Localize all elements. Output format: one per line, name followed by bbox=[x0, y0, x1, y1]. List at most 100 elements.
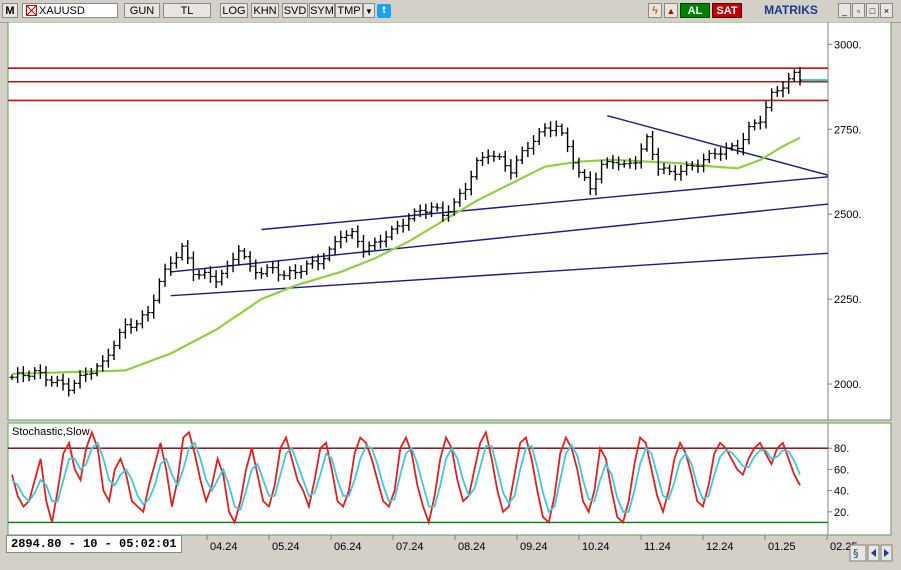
price-bar bbox=[548, 121, 554, 138]
maximize-icon[interactable]: □ bbox=[866, 3, 879, 18]
price-bar bbox=[412, 208, 418, 222]
price-bar bbox=[9, 374, 15, 380]
price-bar bbox=[735, 139, 741, 155]
price-bar bbox=[587, 171, 593, 195]
price-bar bbox=[655, 147, 661, 176]
symbol-picker[interactable]: XAUUSD bbox=[22, 3, 118, 18]
price-bar bbox=[304, 260, 310, 275]
price-bar bbox=[701, 153, 707, 173]
price-bar bbox=[287, 266, 293, 280]
price-bar bbox=[480, 151, 486, 166]
price-bar bbox=[292, 264, 298, 279]
svd-button[interactable]: SVD bbox=[282, 3, 308, 18]
price-bar bbox=[491, 150, 497, 162]
currency-button-tl[interactable]: TL bbox=[163, 3, 211, 18]
stochastic-k-line bbox=[11, 429, 801, 526]
price-bar bbox=[60, 373, 66, 391]
price-bar bbox=[650, 130, 656, 161]
sell-button[interactable]: SAT bbox=[712, 3, 742, 18]
price-bar bbox=[71, 380, 77, 394]
time-tick-label: 07.24 bbox=[396, 541, 424, 553]
period-button-gun[interactable]: GUN bbox=[124, 3, 160, 18]
twitter-icon[interactable]: t bbox=[377, 4, 391, 18]
price-panel bbox=[7, 22, 892, 421]
log-scale-button[interactable]: LOG bbox=[220, 3, 248, 18]
price-bar bbox=[542, 123, 548, 137]
toolbar: M XAUUSD GUN TL LOG KHN SVD SYM TMP ▼ t … bbox=[0, 0, 901, 23]
price-bar bbox=[202, 268, 208, 279]
price-bar bbox=[32, 367, 38, 380]
price-bar bbox=[497, 153, 503, 160]
price-bar bbox=[429, 202, 435, 217]
price-bar bbox=[94, 363, 100, 377]
price-bar bbox=[661, 163, 667, 175]
price-bar bbox=[326, 246, 332, 262]
price-bar bbox=[570, 139, 576, 170]
close-icon[interactable]: × bbox=[880, 3, 893, 18]
template-button[interactable]: TMP bbox=[335, 3, 363, 18]
price-bar bbox=[139, 310, 145, 329]
price-bar bbox=[400, 218, 406, 233]
stoch-tick-label: 60. bbox=[834, 464, 849, 476]
price-bar bbox=[298, 265, 304, 279]
price-bar bbox=[576, 157, 582, 178]
time-tick-label: 01.25 bbox=[768, 541, 796, 553]
sym-button[interactable]: SYM bbox=[309, 3, 335, 18]
price-bar bbox=[309, 255, 315, 269]
price-bar bbox=[621, 160, 627, 168]
price-bar bbox=[230, 252, 236, 273]
price-bar bbox=[77, 370, 83, 389]
price-bar bbox=[43, 366, 49, 387]
price-bar bbox=[105, 348, 111, 368]
price-bar bbox=[451, 198, 457, 216]
menu-button[interactable]: M bbox=[2, 3, 18, 18]
price-bar bbox=[389, 225, 395, 241]
price-tick-label: 2750. bbox=[834, 124, 862, 136]
sync-icon[interactable] bbox=[849, 544, 867, 562]
time-tick-label: 08.24 bbox=[458, 541, 486, 553]
price-bar bbox=[122, 318, 128, 339]
price-bar bbox=[423, 203, 429, 219]
refresh-icon[interactable]: ϟ bbox=[648, 3, 662, 18]
price-bar bbox=[275, 260, 281, 282]
price-bar bbox=[20, 366, 26, 383]
price-bar bbox=[525, 141, 531, 158]
scroll-controls[interactable]: § bbox=[849, 544, 893, 562]
price-bar bbox=[446, 205, 452, 222]
axes: 3000. 2750. 2500. 2250. 2000. 80. 60. 40. 20. 04.… bbox=[206, 39, 862, 553]
price-bar bbox=[253, 259, 259, 280]
price-bar bbox=[684, 161, 690, 176]
price-bar bbox=[49, 375, 55, 387]
price-bar bbox=[224, 260, 230, 279]
price-bar bbox=[616, 156, 622, 171]
price-bar bbox=[219, 269, 225, 286]
price-bar bbox=[559, 123, 565, 136]
price-bar bbox=[531, 135, 537, 155]
price-bar bbox=[100, 355, 106, 372]
chart-canvas: 3000. 2750. 2500. 2250. 2000. 80. 60. 40. 20. 04.… bbox=[7, 22, 893, 562]
price-bar bbox=[236, 245, 242, 266]
price-bar bbox=[117, 328, 123, 350]
price-bar bbox=[156, 278, 162, 304]
template-dropdown-icon[interactable]: ▼ bbox=[363, 3, 375, 18]
restore-icon[interactable]: ▫ bbox=[852, 3, 865, 18]
price-bar bbox=[264, 264, 270, 277]
chart-type-icon[interactable]: ▲ bbox=[664, 3, 678, 18]
price-bar bbox=[185, 240, 191, 265]
price-bar bbox=[519, 146, 525, 165]
price-bar bbox=[746, 121, 752, 145]
price-bar bbox=[281, 270, 287, 280]
price-bar bbox=[207, 266, 213, 283]
khn-button[interactable]: KHN bbox=[251, 3, 279, 18]
price-bar bbox=[196, 269, 202, 280]
price-bar bbox=[315, 254, 321, 271]
price-bar bbox=[377, 234, 383, 249]
minimize-icon[interactable]: _ bbox=[838, 3, 851, 18]
buy-button[interactable]: AL bbox=[680, 3, 710, 18]
price-bar bbox=[179, 243, 185, 261]
time-tick-label: 05.24 bbox=[272, 541, 300, 553]
cursor-readout: 2894.80 - 10 - 05:02:01 bbox=[6, 535, 182, 553]
price-bar bbox=[134, 319, 140, 332]
price-bar bbox=[162, 263, 168, 287]
price-tick-label: 2500. bbox=[834, 209, 862, 221]
